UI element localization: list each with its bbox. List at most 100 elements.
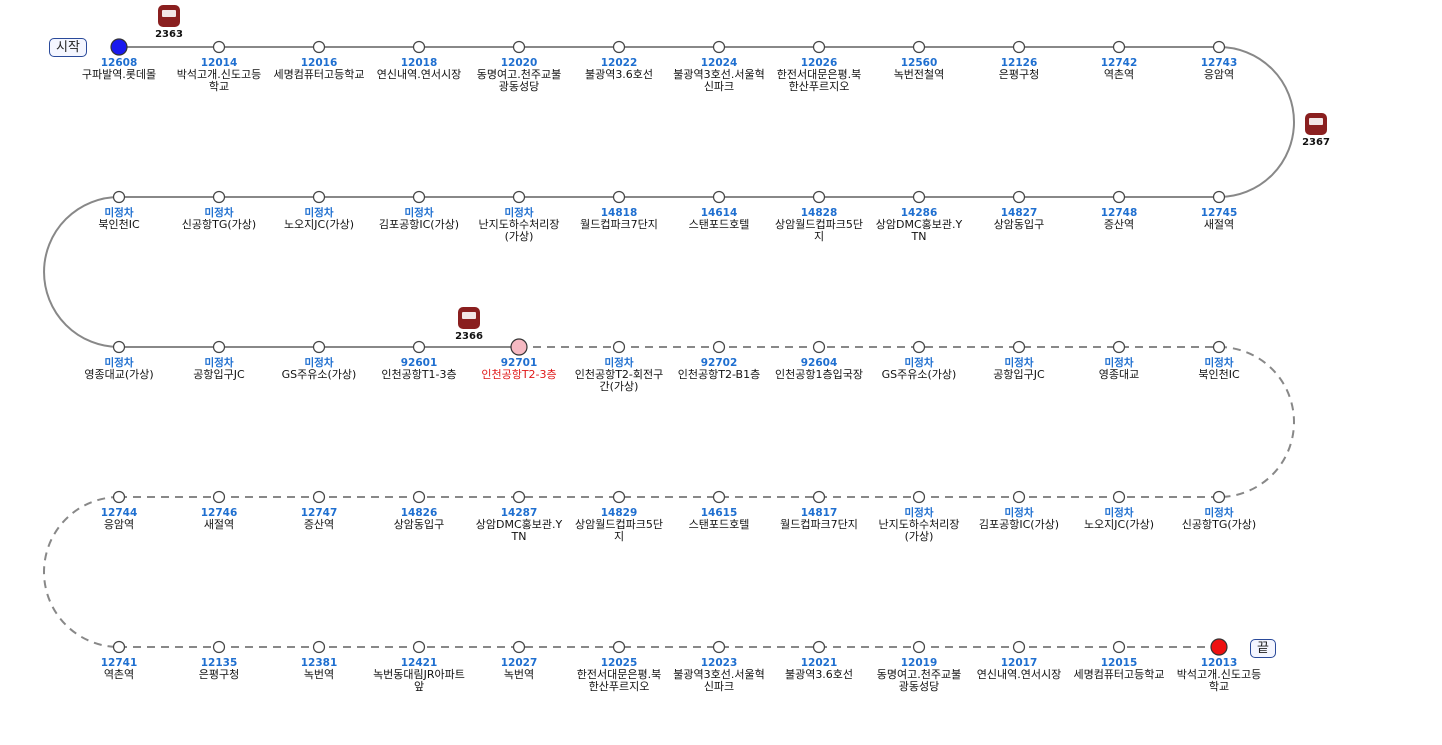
stop-name[interactable]: 북인천IC (98, 218, 140, 231)
stop-marker (912, 490, 926, 504)
stop-name[interactable]: 난지도하수처리장(가상) (478, 218, 560, 243)
stop-name[interactable]: 상암월드컵파크5단지 (575, 518, 663, 543)
stop-code: 92701 (500, 357, 538, 369)
stop-name[interactable]: 인천공항T2-B1층 (677, 368, 761, 381)
stop-name[interactable]: 은평구청 (198, 668, 240, 681)
stop-name[interactable]: 동명여고.천주교불광동성당 (476, 68, 562, 93)
stop-label: 12745 새절역 (1173, 207, 1265, 231)
stop-marker (1012, 490, 1026, 504)
stop-name[interactable]: 구파발역.롯데몰 (81, 68, 157, 81)
stop-name[interactable]: GS주유소(가상) (881, 368, 957, 381)
stop-label: 12020 동명여고.천주교불광동성당 (473, 57, 565, 93)
stop-name[interactable]: 세명컴퓨터고등학교 (1073, 668, 1165, 681)
stop-name[interactable]: 증산역 (1103, 218, 1135, 231)
stop-name[interactable]: 새절역 (1203, 218, 1235, 231)
stop-label: 92702 인천공항T2-B1층 (673, 357, 765, 381)
stop-code: 미정차 (604, 357, 634, 369)
stop-name[interactable]: 연신내역.연서시장 (376, 68, 462, 81)
stop-label: 미정차 북인천IC (1173, 357, 1265, 381)
stop-name[interactable]: 북인천IC (1198, 368, 1240, 381)
route-curve (43, 196, 120, 348)
stop-code: 92604 (800, 357, 838, 369)
stop-name[interactable]: 영종대교 (1098, 368, 1140, 381)
stop-name[interactable]: 불광역3.6호선 (584, 68, 654, 81)
stop-name[interactable]: 상암동입구 (393, 518, 445, 531)
stop-name[interactable]: 불광역3.6호선 (784, 668, 854, 681)
stop-name[interactable]: 상암동입구 (993, 218, 1045, 231)
stop-name[interactable]: 인천공항T1-3층 (381, 368, 457, 381)
stop-name[interactable]: 상암월드컵파크5단지 (775, 218, 863, 243)
stop-code: 미정차 (1004, 357, 1034, 369)
stop-marker (1112, 40, 1126, 54)
stop-name[interactable]: 새절역 (203, 518, 235, 531)
stop-label: 92604 인천공항1층입국장 (773, 357, 865, 381)
stop-label: 12560 녹번전철역 (873, 57, 965, 81)
stop-name[interactable]: 은평구청 (998, 68, 1040, 81)
stop-label: 12021 불광역3.6호선 (773, 657, 865, 681)
stop-name[interactable]: 녹번동대림JR아파트앞 (373, 668, 465, 693)
stop-name[interactable]: 노오지JC(가상) (283, 218, 355, 231)
stop-marker (1012, 640, 1026, 654)
stop-label: 12743 응암역 (1173, 57, 1265, 81)
stop-marker (112, 490, 126, 504)
stop-name[interactable]: 동명여고.천주교불광동성당 (876, 668, 962, 693)
stop-name[interactable]: 상암DMC홍보관.YTN (475, 518, 563, 543)
stop-name[interactable]: 신공항TG(가상) (181, 218, 257, 231)
stop-code: 14615 (700, 507, 738, 519)
stop-name[interactable]: 박석고개.신도고등학교 (1176, 668, 1262, 693)
stop-name[interactable]: 공항입구JC (993, 368, 1045, 381)
stop-label: 14828 상암월드컵파크5단지 (773, 207, 865, 243)
route-curve (43, 496, 120, 648)
bus: 2363 (154, 5, 184, 40)
stop-name[interactable]: 스탠포드호텔 (688, 218, 750, 231)
stop-name[interactable]: 월드컵파크7단지 (580, 218, 658, 231)
stop-marker (912, 190, 926, 204)
stop-name[interactable]: 공항입구JC (193, 368, 245, 381)
stop-code: 미정차 (104, 207, 134, 219)
stop-name[interactable]: 노오지JC(가상) (1083, 518, 1155, 531)
stop-name[interactable]: 월드컵파크7단지 (780, 518, 858, 531)
stop-name[interactable]: 역촌역 (103, 668, 135, 681)
stop-name[interactable]: 인천공항T2-회전구간(가상) (574, 368, 664, 393)
stop-name[interactable]: 난지도하수처리장(가상) (878, 518, 960, 543)
stop-name[interactable]: 인천공항1층입국장 (775, 368, 863, 381)
stop-name[interactable]: 불광역3호선.서울혁신파크 (673, 68, 765, 93)
stop-label: 14827 상암동입구 (973, 207, 1065, 231)
stop-name[interactable]: 응암역 (1203, 68, 1235, 81)
stop-name[interactable]: 세명컴퓨터고등학교 (273, 68, 365, 81)
stop-name[interactable]: 상암DMC홍보관.YTN (875, 218, 963, 243)
stop-name[interactable]: 김포공항IC(가상) (378, 218, 460, 231)
stop-name[interactable]: 인천공항T2-3층 (481, 368, 557, 381)
stop-name[interactable]: 녹번전철역 (893, 68, 945, 81)
stop-name[interactable]: 한전서대문은평.북한산푸르지오 (576, 668, 662, 693)
stop-name[interactable]: 김포공항IC(가상) (978, 518, 1060, 531)
stop-name[interactable]: 연신내역.연서시장 (976, 668, 1062, 681)
stop-label: 미정차 공항입구JC (973, 357, 1065, 381)
stop-name[interactable]: 증산역 (303, 518, 335, 531)
stop-marker (812, 490, 826, 504)
stop-marker (1212, 490, 1226, 504)
stop-name[interactable]: 영종대교(가상) (84, 368, 154, 381)
stop-label: 12013 박석고개.신도고등학교 (1173, 657, 1265, 693)
stop-code: 미정차 (904, 507, 934, 519)
stop-name[interactable]: 응암역 (103, 518, 135, 531)
stop-label: 미정차 난지도하수처리장(가상) (473, 207, 565, 243)
stop-code: 12746 (200, 507, 238, 519)
stop-label: 12744 응암역 (73, 507, 165, 531)
stop-name[interactable]: 한전서대문은평.북한산푸르지오 (776, 68, 862, 93)
stop-name[interactable]: 녹번역 (303, 668, 335, 681)
stop-code: 미정차 (1104, 507, 1134, 519)
stop-name[interactable]: 스탠포드호텔 (688, 518, 750, 531)
stop-code: 12022 (600, 57, 638, 69)
stop-name[interactable]: 녹번역 (503, 668, 535, 681)
stop-label: 12026 한전서대문은평.북한산푸르지오 (773, 57, 865, 93)
stop-name[interactable]: 역촌역 (1103, 68, 1135, 81)
stop-name[interactable]: 불광역3호선.서울혁신파크 (673, 668, 765, 693)
stop-name[interactable]: 신공항TG(가상) (1181, 518, 1257, 531)
stop-code: 92601 (400, 357, 438, 369)
stop-marker (712, 340, 726, 354)
stop-name[interactable]: 박석고개.신도고등학교 (176, 68, 262, 93)
stop-name[interactable]: GS주유소(가상) (281, 368, 357, 381)
stop-code: 12017 (1000, 657, 1038, 669)
stop-marker (812, 640, 826, 654)
